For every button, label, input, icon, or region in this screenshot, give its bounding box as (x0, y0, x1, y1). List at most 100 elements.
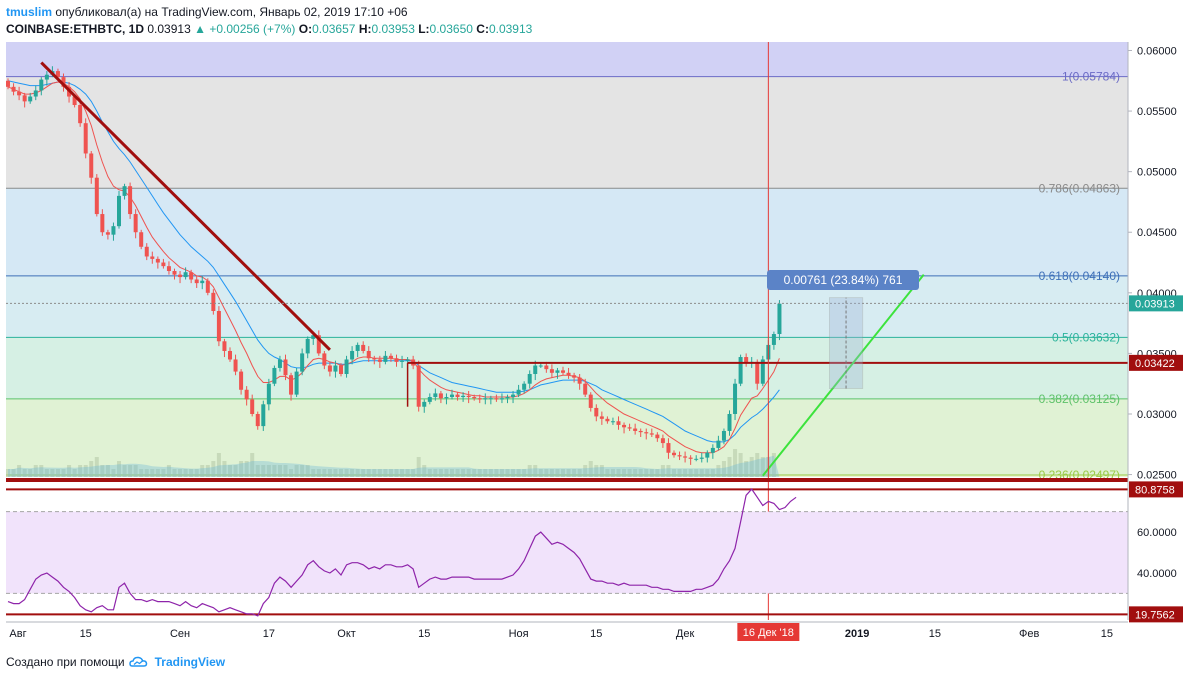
candle-body (344, 359, 349, 375)
measure-label-box (767, 270, 919, 290)
candle-body (444, 397, 449, 399)
volume-bar (577, 469, 582, 477)
volume-bar (610, 469, 615, 477)
volume-bar (716, 465, 721, 477)
measure-label: 0.00761 (23.84%) 761 (784, 273, 903, 287)
candle-body (588, 394, 593, 408)
candle-body (716, 440, 721, 448)
tradingview-brand[interactable]: TradingView (154, 655, 226, 669)
volume-bar (699, 469, 704, 477)
candle-body (499, 398, 504, 400)
volume-bar (244, 461, 249, 477)
candle-body (178, 274, 183, 278)
time-tick-label: 15 (418, 628, 430, 640)
author-name[interactable]: tmuslim (6, 5, 53, 19)
volume-bar (466, 469, 471, 477)
volume-bar (61, 469, 66, 477)
last-price: 0.03913 (147, 22, 191, 36)
rsi-line (7, 488, 797, 617)
volume-bar (250, 453, 255, 477)
volume-bar (649, 469, 654, 477)
volume-bar (710, 469, 715, 477)
candle-body (466, 395, 471, 398)
volume-bar (155, 469, 160, 477)
fib-zone (6, 275, 1128, 338)
volume-bar (344, 469, 349, 477)
candle-body (6, 80, 10, 87)
volume-bar (78, 465, 83, 477)
volume-bar (572, 469, 577, 477)
volume-bar (6, 469, 10, 477)
volume-bar (411, 469, 416, 477)
candle-body (694, 458, 699, 460)
fib-level-label: 0.382(0.03125) (1039, 392, 1120, 406)
volume-bar (627, 469, 632, 477)
volume-bar (128, 465, 133, 477)
time-tick-label: 17 (263, 628, 275, 640)
candle-body (727, 413, 732, 431)
symbol-label[interactable]: COINBASE:ETHBTC, 1D (6, 22, 145, 36)
candle-body (233, 359, 238, 372)
volume-bar (67, 465, 72, 477)
candle-body (355, 344, 360, 351)
resistance-level-badge: 0.03422 (1135, 358, 1175, 370)
fib-level-label: 0.786(0.04863) (1039, 181, 1120, 195)
candle-body (183, 272, 188, 278)
volume-bar (450, 469, 454, 477)
fib-zone (6, 398, 1128, 475)
volume-bar (733, 449, 738, 477)
candle-body (721, 430, 726, 441)
candle-body (666, 443, 671, 453)
fib-level-label: 1(0.05784) (1062, 70, 1120, 84)
price-tick-label: 0.06000 (1137, 45, 1177, 57)
volume-bar (660, 465, 665, 477)
volume-bar (228, 465, 232, 477)
volume-bar (300, 465, 305, 477)
candle-body (383, 355, 388, 362)
volume-bar (266, 465, 271, 477)
candle-body (760, 359, 765, 384)
candle-body (733, 383, 738, 414)
high-value: 0.03953 (371, 22, 415, 36)
candle-body (150, 256, 155, 259)
volume-bar (72, 469, 77, 477)
candle-body (744, 357, 749, 364)
volume-bar (416, 457, 421, 477)
candle-body (683, 456, 688, 458)
volume-bar (588, 461, 593, 477)
candle-body (450, 394, 454, 398)
candle-body (372, 358, 377, 360)
price-tick-label: 0.05000 (1137, 167, 1177, 179)
candle-body (111, 226, 116, 235)
volume-bar (644, 469, 649, 477)
fib-level-label: 0.5(0.03632) (1052, 330, 1120, 344)
price-tick-label: 0.03000 (1137, 409, 1177, 421)
candle-body (705, 452, 710, 458)
time-tick-label: Фев (1019, 628, 1039, 640)
candle-body (616, 421, 621, 425)
candle-body (483, 398, 488, 400)
ma-slow-line (7, 80, 780, 443)
volume-bar (455, 469, 460, 477)
volume-bar (22, 469, 27, 477)
volume-bar (738, 453, 743, 477)
volume-bar (255, 465, 260, 477)
candle-body (405, 359, 410, 361)
time-tick-label: Дек (676, 628, 695, 640)
candle-body (239, 371, 244, 390)
volume-bar (144, 469, 149, 477)
volume-bar (561, 469, 565, 477)
volume-bar (111, 469, 116, 477)
volume-bar (200, 465, 205, 477)
volume-bar (105, 465, 110, 477)
candle-body (494, 398, 499, 400)
volume-bar (427, 469, 432, 477)
candle-body (83, 123, 88, 154)
candle-body (455, 394, 460, 398)
volume-bar (172, 469, 177, 477)
volume-bar (638, 469, 643, 477)
price-tick-label: 0.05500 (1137, 106, 1177, 118)
candle-body (544, 365, 549, 370)
candle-body (394, 358, 399, 362)
